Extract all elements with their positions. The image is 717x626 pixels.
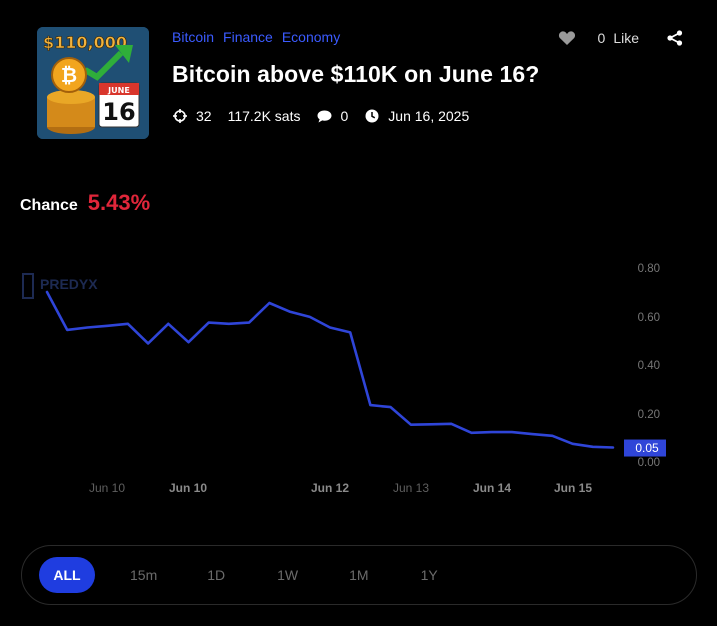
like-button[interactable]: Like: [613, 30, 639, 46]
x-tick-label: Jun 12: [311, 481, 349, 495]
y-tick-label: 0.00: [638, 457, 660, 469]
crosshair-icon: [172, 108, 188, 124]
x-tick-label: Jun 14: [473, 481, 511, 495]
volume-stat: 117.2K sats: [227, 108, 301, 124]
current-value-label: 0.05: [635, 441, 659, 455]
y-tick-label: 0.40: [638, 360, 660, 372]
range-1m-button[interactable]: 1M: [349, 567, 369, 583]
heart-icon[interactable]: [558, 29, 576, 47]
y-tick-label: 0.60: [638, 312, 660, 324]
x-tick-label: Jun 10: [169, 481, 207, 495]
market-thumbnail: $110,000 ₿ JUNE 16: [37, 27, 149, 139]
x-tick-label: Jun 10: [89, 481, 125, 495]
y-tick-label: 0.20: [638, 409, 660, 421]
market-date: Jun 16, 2025: [388, 108, 470, 124]
thumbnail-price-text: $110,000: [43, 33, 127, 52]
y-tick-label: 0.80: [638, 263, 660, 275]
thumbnail-day-text: 16: [102, 98, 135, 126]
chance-value: 5.43%: [87, 190, 151, 215]
comments-stat: 0: [316, 108, 348, 124]
range-1w-button[interactable]: 1W: [277, 567, 299, 583]
range-1d-button[interactable]: 1D: [207, 567, 226, 583]
x-tick-label: Jun 15: [554, 481, 592, 495]
comments-count: 0: [340, 108, 349, 124]
date-stat: Jun 16, 2025: [364, 108, 469, 124]
chance-display: Chance 5.43%: [20, 190, 150, 216]
market-title: Bitcoin above $110K on June 16?: [172, 61, 540, 87]
comment-icon: [316, 108, 332, 124]
tag-finance[interactable]: Finance: [223, 29, 273, 45]
range-15m-button[interactable]: 15m: [130, 567, 158, 583]
svg-text:₿: ₿: [61, 63, 77, 87]
chance-label: Chance: [20, 197, 78, 214]
traders-stat: 32: [172, 108, 212, 124]
traders-count: 32: [196, 108, 212, 124]
series-line: [45, 290, 615, 449]
price-chart[interactable]: PREDYX 0.80 0.60 0.40 0.20 0.00 Jun 10 Jun 10…: [0, 240, 717, 510]
clock-icon: [364, 108, 380, 124]
share-icon[interactable]: [667, 30, 683, 46]
predyx-watermark: PREDYX: [22, 273, 98, 299]
tag-economy[interactable]: Economy: [281, 29, 341, 45]
range-all-button[interactable]: ALL: [39, 557, 95, 593]
current-value-tag: [624, 439, 666, 457]
like-count: 0: [597, 30, 606, 46]
thumbnail-month-text: JUNE: [107, 86, 130, 95]
range-selector: ALL 15m 1D 1W 1M 1Y: [21, 545, 697, 605]
x-tick-label: Jun 13: [393, 481, 429, 495]
range-1y-button[interactable]: 1Y: [420, 567, 438, 583]
watermark-text: PREDYX: [40, 276, 98, 292]
market-meta: 32 117.2K sats 0 Jun 16, 2025: [172, 108, 485, 124]
market-actions: 0 Like: [558, 29, 683, 47]
tag-list: Bitcoin Finance Economy: [172, 29, 340, 45]
tag-bitcoin[interactable]: Bitcoin: [172, 29, 215, 45]
